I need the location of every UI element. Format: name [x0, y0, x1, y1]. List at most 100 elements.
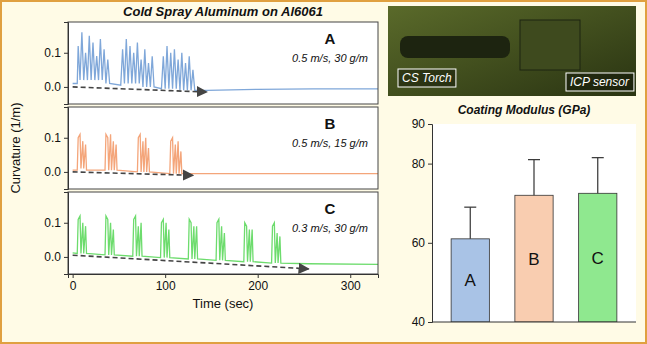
x-axis-line [69, 275, 379, 279]
panel-letter: B [325, 115, 336, 132]
tick-mark [428, 243, 432, 244]
y-axis-tick: 0.0 [44, 250, 68, 264]
error-cap [464, 207, 476, 208]
tick-mark [64, 53, 68, 54]
bar-panel: A B C 40 60 80 90 Coating Modulus (GPa) [412, 103, 636, 329]
tick-label: 0.1 [44, 131, 61, 145]
y-axis-line [64, 193, 69, 275]
y-axis: 0.0 0.1 [44, 108, 68, 190]
annotation: 0.5 m/s, 15 g/m [292, 137, 368, 149]
chart-title: Coating Modulus (GPa) [458, 103, 591, 117]
y-axis-tick: 0.1 [44, 46, 68, 60]
y-axis-line [64, 108, 69, 190]
y-axis: 0.0 0.1 [44, 193, 68, 275]
x-axis-title: Time (sec) [193, 296, 254, 311]
tick-label: 60 [412, 236, 426, 250]
x-axis-tick: 300 [341, 274, 361, 293]
tick-mark [64, 223, 68, 224]
chart-title: Cold Spray Aluminum on Al6061 [123, 4, 323, 19]
plot-area [68, 22, 378, 104]
bar-label: B [528, 250, 539, 269]
y-axis-tick: 0.1 [44, 131, 68, 145]
label-patch [323, 29, 338, 48]
y-axis-tick: 90 [412, 117, 432, 131]
plot-frame [68, 22, 378, 104]
label-patch [290, 51, 370, 65]
annotation: 0.5 m/s, 30 g/m [292, 52, 368, 64]
tick-label: 300 [341, 279, 361, 293]
panel-letter: C [325, 200, 336, 217]
tick-label: 90 [412, 117, 426, 131]
tick-mark [165, 274, 166, 278]
label-patch [290, 221, 370, 235]
tick-label: 100 [156, 279, 176, 293]
trend-arrow [73, 172, 193, 175]
tick-label: 200 [248, 279, 268, 293]
panel: 0.0 0.1 0 100 200 300 C 0.3 m/s, 30 g/m Time (se… [44, 192, 396, 311]
tick-mark [428, 124, 432, 125]
trend-arrow [73, 87, 207, 92]
error-line [597, 158, 598, 194]
tick-label: 0.0 [44, 165, 61, 179]
tick-label: 40 [412, 315, 426, 329]
plot-area [68, 192, 378, 274]
tick-mark [258, 274, 259, 278]
y-axis-line [64, 23, 69, 105]
plot-frame [68, 107, 378, 189]
error-bar [528, 160, 540, 196]
panel: 0.0 0.1 B 0.5 m/s, 15 g/m Curvature (1/m) [8, 102, 397, 193]
bar-label: A [465, 271, 477, 290]
figure: 0.00.1Cold Spray Aluminum on Al6061A0.5 … [0, 0, 647, 344]
photo-label: CS Torch [402, 71, 452, 85]
x-axis-tick: 200 [248, 274, 268, 293]
y-axis-tick: 40 [412, 315, 432, 329]
torch-shape [400, 36, 510, 58]
trend-arrow [73, 255, 309, 269]
y-axis-tick: 80 [412, 157, 432, 171]
tick-label: 0.0 [44, 80, 61, 94]
error-line [470, 207, 471, 239]
error-cap [528, 159, 540, 160]
tick-label: 80 [412, 157, 426, 171]
photo-label-box [398, 69, 456, 87]
y-axis-tick: 0.0 [44, 80, 68, 94]
annotation: 0.3 m/s, 30 g/m [292, 222, 368, 234]
tick-label: 0.0 [44, 250, 61, 264]
label-patch [323, 114, 338, 133]
plot-area [432, 124, 636, 322]
y-axis-tick: 0.1 [44, 216, 68, 230]
tick-mark [73, 274, 74, 278]
label-patch [290, 136, 370, 150]
series-line [73, 134, 378, 173]
tick-mark [428, 164, 432, 165]
error-bar [592, 158, 604, 194]
x-axis-line [432, 322, 636, 323]
plot-frame [68, 192, 378, 274]
panel-letter: A [325, 30, 336, 47]
tick-label: 0 [70, 279, 77, 293]
data-group [451, 158, 617, 322]
plot-area [68, 107, 378, 189]
tick-label: 0.1 [44, 46, 61, 60]
y-axis-line [428, 125, 433, 323]
x-axis-tick: 0 [70, 274, 77, 293]
photo-label-box [566, 73, 634, 91]
y-axis-title: Curvature (1/m) [8, 102, 23, 193]
tick-mark [64, 257, 68, 258]
photo-label: ICP sensor [570, 75, 630, 89]
panel: 0.0 0.1 Cold Spray Aluminum on Al6061A 0.5 … [44, 4, 396, 105]
data-group [73, 134, 378, 175]
error-line [533, 160, 534, 196]
bar-label: C [592, 249, 604, 268]
bar [579, 193, 617, 322]
tick-mark [428, 322, 432, 323]
tick-mark [350, 274, 351, 278]
bar [515, 195, 553, 322]
error-bar [464, 207, 476, 239]
label-patch [323, 199, 338, 218]
y-axis-tick: 0.0 [44, 165, 68, 179]
bar [451, 239, 489, 322]
y-axis-tick: 60 [412, 236, 432, 250]
y-axis: 40 60 80 90 [412, 117, 433, 329]
x-axis-tick: 100 [156, 274, 176, 293]
